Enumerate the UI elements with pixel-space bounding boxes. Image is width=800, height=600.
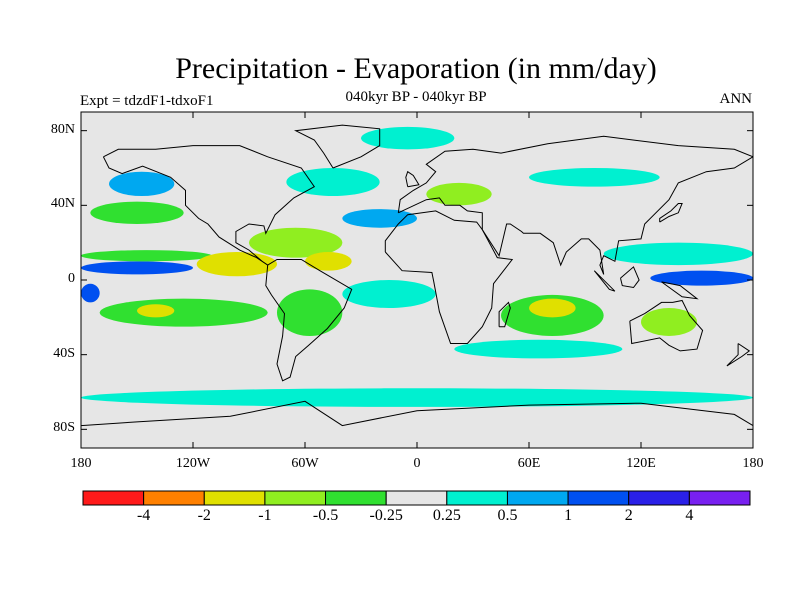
south-indian-cyan — [454, 339, 623, 359]
coastline-outlines — [81, 124, 753, 427]
maritime-blue — [650, 270, 753, 286]
coastline-japan — [659, 203, 683, 223]
axis-ticks — [80, 112, 754, 448]
coastline-greenland — [293, 124, 381, 169]
colorbar-swatch — [628, 490, 690, 506]
arctic-cyan — [361, 126, 455, 150]
colorbar — [82, 490, 751, 506]
southern-ocean-cyan — [81, 388, 753, 407]
siberia-cyan — [529, 168, 660, 187]
y-tick-label: 40N — [50, 196, 75, 212]
season-label: ANN — [719, 91, 753, 107]
y-tick-label: 0 — [68, 271, 75, 286]
colorbar-label: 0.5 — [497, 507, 518, 524]
figure-title: Precipitation - Evaporation (in mm/day) — [175, 52, 657, 85]
x-tick-label: 60E — [517, 456, 541, 471]
colorbar-swatch — [82, 490, 145, 506]
tropical-pacific-blue — [81, 261, 193, 275]
south-atlantic-cyan — [342, 280, 436, 308]
coastline-north-america — [102, 145, 316, 266]
colorbar-label: -4 — [136, 507, 151, 524]
experiment-label: Expt = tdzdF1-tdxoF1 — [80, 93, 214, 109]
asia-blue-band — [342, 209, 417, 228]
tropical-pacific-green — [81, 250, 212, 262]
x-tick-label: 180 — [70, 456, 92, 471]
south-america-green — [277, 289, 343, 336]
south-pacific-blue — [81, 283, 100, 303]
coastline-south-america — [265, 259, 353, 382]
colorbar-label: -0.25 — [369, 507, 403, 524]
colorbar-swatch — [446, 490, 508, 506]
coastline-uk — [405, 170, 420, 188]
north-pacific-blue — [109, 171, 175, 196]
coastline-madagascar — [498, 301, 511, 328]
colorbar-label: 0.25 — [432, 507, 461, 524]
caribbean-green — [248, 227, 343, 258]
south-pacific-green — [99, 298, 268, 327]
coastline-new-zealand — [726, 343, 751, 367]
colorbar-label: -1 — [258, 507, 272, 524]
y-tick-label: 80S — [53, 420, 75, 436]
colorbar-swatch — [203, 490, 266, 506]
colorbar-label: 2 — [624, 507, 633, 524]
colorbar-swatch — [506, 490, 569, 506]
coastline-africa — [384, 210, 514, 344]
north-atlantic-cyan — [286, 168, 380, 196]
colorbar-label: 4 — [685, 507, 694, 524]
colorbar-swatch — [385, 490, 448, 506]
figure-subtitle: 040kyr BP - 040kyr BP — [345, 89, 487, 105]
colorbar-label: -2 — [197, 507, 211, 524]
europe-green — [426, 182, 492, 206]
colorbar-swatch — [325, 490, 387, 506]
east-pacific-yellow — [196, 252, 277, 277]
map-contour-regions — [81, 126, 753, 407]
y-tick-label: 80N — [50, 121, 75, 137]
x-tick-label: 0 — [413, 456, 421, 471]
tropical-atlantic-yellow — [305, 252, 352, 271]
coastline-antarctica — [81, 400, 753, 427]
coastline-sumatra — [593, 270, 616, 292]
coastline-australia — [629, 299, 704, 352]
coastline-borneo — [620, 266, 640, 289]
x-tick-label: 60W — [291, 456, 319, 471]
indian-ocean-yellow — [529, 298, 576, 318]
colorbar-swatch — [264, 490, 327, 506]
coastline-new-guinea — [661, 281, 699, 300]
colorbar-swatch — [143, 490, 205, 506]
colorbar-label: 1 — [564, 507, 573, 524]
colorbar-swatch — [688, 490, 751, 506]
x-tick-label: 120W — [175, 456, 211, 471]
y-tick-label: 40S — [53, 345, 75, 361]
x-tick-label: 180 — [742, 456, 764, 471]
west-pacific-cyan — [603, 242, 753, 266]
north-pacific-green-band — [90, 201, 184, 224]
australia-green — [641, 308, 697, 336]
x-tick-label: 120E — [626, 456, 656, 471]
south-pacific-yellow — [137, 304, 175, 318]
colorbar-label: -0.5 — [312, 507, 339, 524]
colorbar-swatch — [567, 490, 630, 506]
coastline-eurasia — [397, 135, 753, 275]
